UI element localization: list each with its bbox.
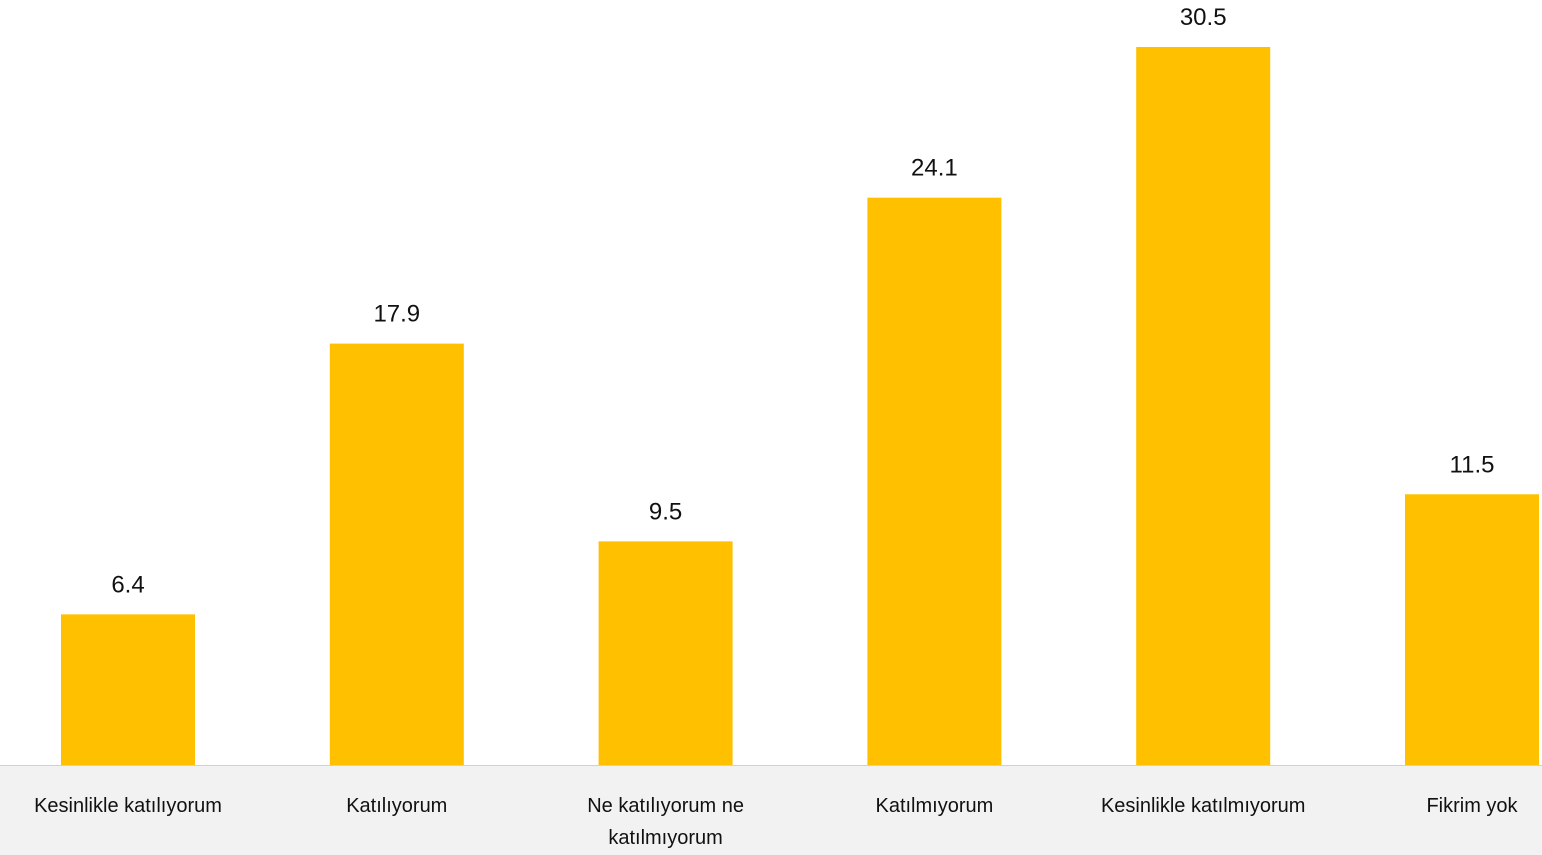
bar xyxy=(867,197,1002,765)
chart: 6.4 17.9 9.5 24.1 30.5 11.5 xyxy=(61,4,1539,765)
category-band: Kesinlikle katılıyorum Katılıyorum Ne katı… xyxy=(0,765,1542,855)
x-tick-label: Fikrim yok xyxy=(1426,795,1518,817)
bar xyxy=(329,343,464,765)
x-tick-label: Katılıyorum xyxy=(346,795,448,817)
value-label: 11.5 xyxy=(1450,451,1495,478)
x-tick-label: Kesinlikle katılıyorum xyxy=(34,795,222,817)
x-tick-label: Ne katılıyorum ne katılmıyorum xyxy=(587,795,744,849)
bar xyxy=(598,541,733,765)
value-label: 6.4 xyxy=(111,571,144,598)
value-label: 17.9 xyxy=(373,301,420,328)
x-tick-label: Kesinlikle katılmıyorum xyxy=(1100,795,1306,817)
bar xyxy=(1405,494,1539,765)
bar xyxy=(61,614,195,765)
x-tick-label: Katılmıyorum xyxy=(875,795,994,817)
value-label: 30.5 xyxy=(1180,4,1227,31)
value-label: 24.1 xyxy=(911,155,958,182)
bar xyxy=(1136,47,1271,765)
value-label: 9.5 xyxy=(649,498,682,525)
